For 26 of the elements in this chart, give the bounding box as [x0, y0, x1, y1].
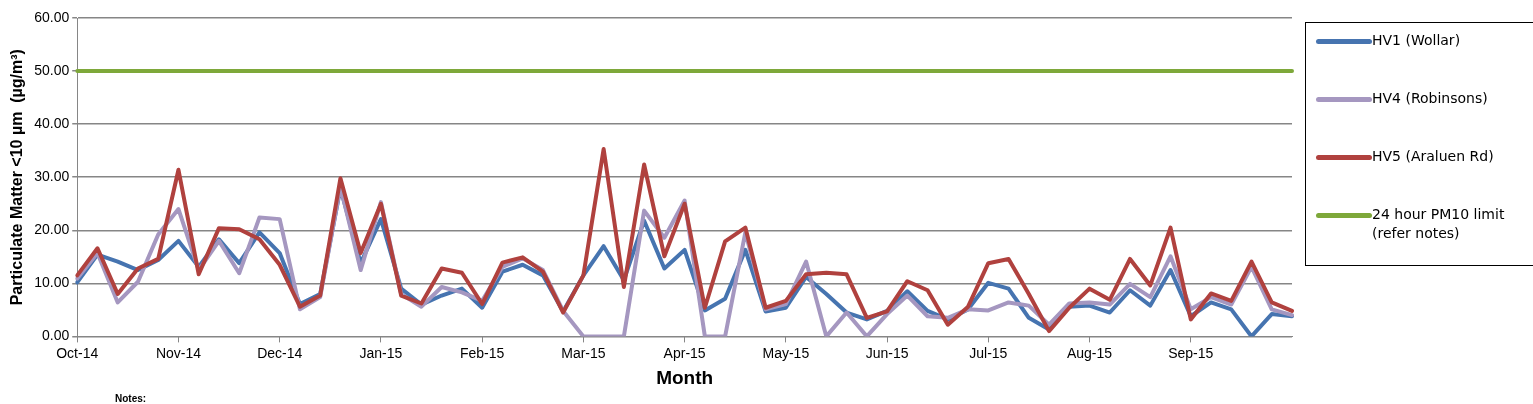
x-tick-label: Jan-15 — [359, 344, 403, 361]
x-tick-label: Nov-14 — [155, 344, 202, 361]
x-tick-label: Sep-15 — [1168, 344, 1214, 361]
x-tick-label: Dec-14 — [257, 344, 303, 361]
x-tick-label: Apr-15 — [663, 344, 706, 361]
legend-label: HV4 (Robinsons) — [1372, 89, 1489, 108]
legend-label: HV5 (Araluen Rd) — [1372, 147, 1495, 166]
y-tick-label: 40.00 — [34, 114, 70, 131]
y-tick-label: 10.00 — [34, 274, 70, 291]
x-tick-label: Jun-15 — [865, 344, 909, 361]
x-tick-label: Mar-15 — [561, 344, 606, 361]
y-tick-label: 0.00 — [41, 327, 70, 344]
y-tick-label: 60.00 — [34, 8, 70, 25]
x-tick-label: Aug-15 — [1066, 344, 1113, 361]
x-tick-label: Oct-14 — [56, 344, 99, 361]
x-tick-label: Jul-15 — [969, 344, 1008, 361]
text: Notes: — [115, 393, 147, 404]
y-axis-title: Particulate Matter <10 µm (µg/m³) — [8, 49, 26, 306]
legend-label: 24 hour PM10 limit (refer notes) — [1372, 205, 1506, 243]
x-tick-label: Feb-15 — [459, 344, 505, 361]
y-tick-label: 30.00 — [34, 168, 70, 185]
legend-label: HV1 (Wollar) — [1372, 31, 1462, 50]
y-tick-label: 20.00 — [34, 221, 70, 238]
x-tick-label: May-15 — [762, 344, 810, 361]
y-tick-label: 50.00 — [34, 61, 70, 78]
x-axis-title: Month — [656, 366, 714, 388]
